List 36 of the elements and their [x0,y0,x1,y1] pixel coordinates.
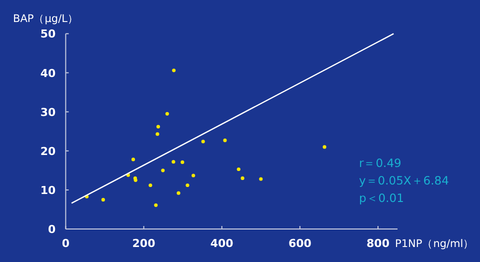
x-tick-label: 0 [62,237,70,250]
y-tick-label: 0 [48,223,56,236]
y-tick-label: 50 [40,28,56,41]
x-tick-label: 600 [288,237,312,250]
x-tick-label: 800 [366,237,390,250]
point [172,68,176,72]
y-tick-label: 20 [40,144,56,158]
point [186,183,190,188]
y-tick-label: 10 [40,184,56,197]
point [156,124,160,128]
x-tick-label: 400 [210,237,234,250]
annotation: y＝0.05X＋6.84 [359,174,449,188]
y-tick-label: 30 [40,106,56,119]
point [172,160,176,164]
y-tick-label: 40 [40,66,56,80]
point [154,203,158,207]
point [240,176,244,180]
point [131,158,136,162]
annotation: r＝0.49 [359,156,402,170]
point [259,177,263,181]
point [161,168,165,172]
point [156,132,160,136]
y-axis-title: BAP（μg/L） [13,13,78,25]
point [165,112,169,116]
point [148,183,152,188]
x-axis-title: P1NP（ng/ml） [395,238,474,250]
point [322,145,326,149]
point [176,191,180,195]
x-tick-label: 200 [132,237,156,250]
annotation: p＜0.01 [359,191,404,205]
point [223,138,227,142]
point [180,160,184,164]
point [236,167,240,172]
point [101,198,105,202]
point [201,140,205,144]
point [192,174,196,178]
